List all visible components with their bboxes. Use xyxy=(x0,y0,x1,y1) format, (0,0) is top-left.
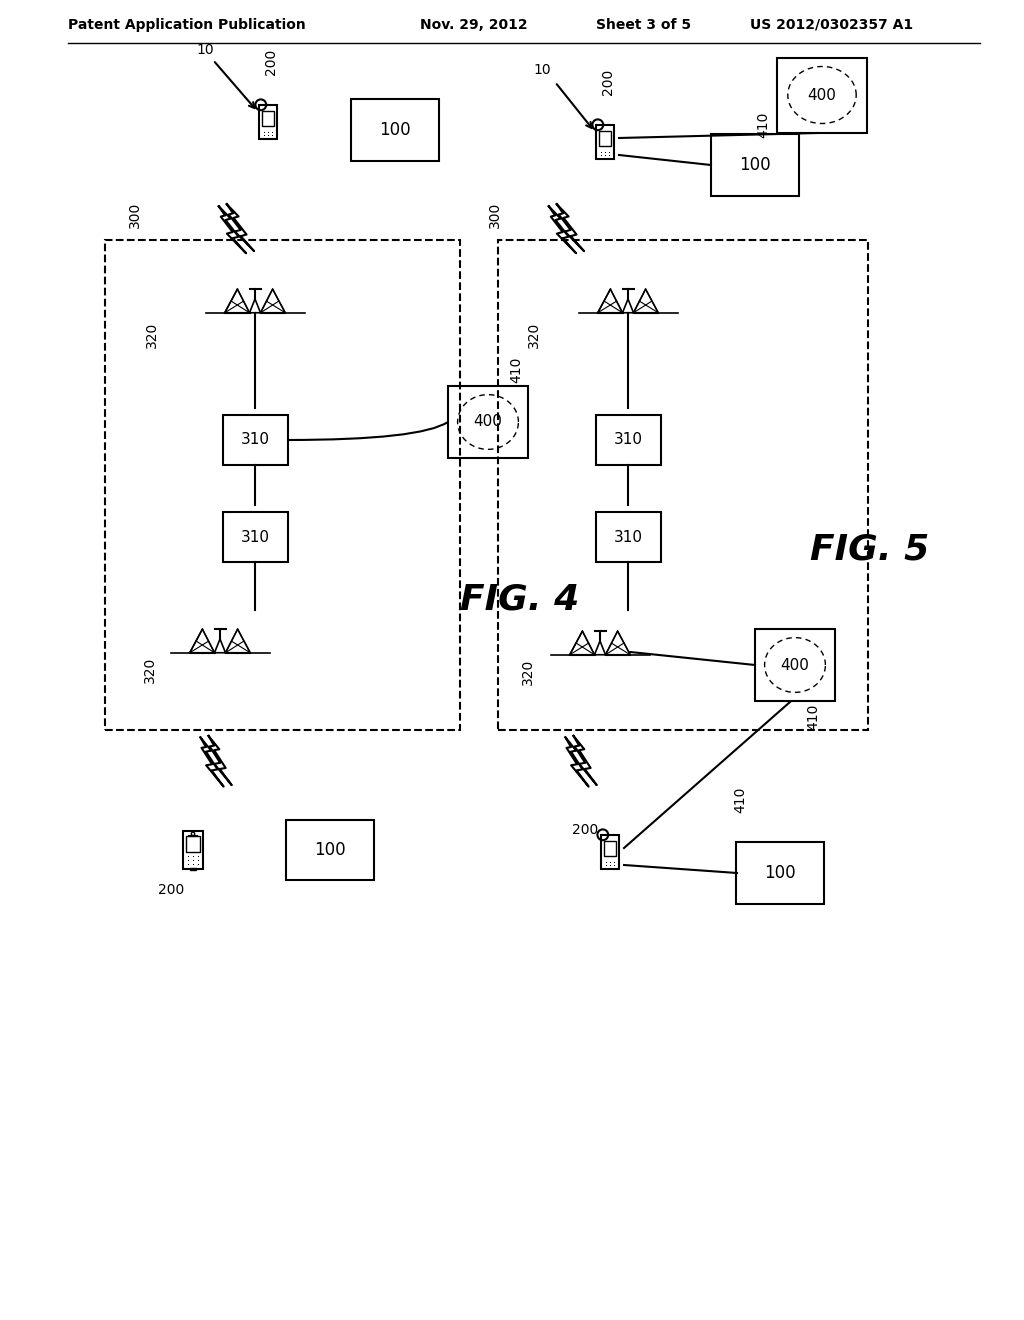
Text: 100: 100 xyxy=(739,156,771,174)
Bar xyxy=(351,99,439,161)
Text: 400: 400 xyxy=(780,657,809,672)
Bar xyxy=(596,512,660,562)
Text: 410: 410 xyxy=(509,356,523,383)
Bar xyxy=(596,414,660,465)
Bar xyxy=(222,512,288,562)
Text: 200: 200 xyxy=(601,69,615,95)
Text: 410: 410 xyxy=(806,704,820,730)
Text: 320: 320 xyxy=(145,322,159,348)
Bar xyxy=(777,58,867,132)
Text: Patent Application Publication: Patent Application Publication xyxy=(68,18,306,32)
Text: 10: 10 xyxy=(196,44,214,57)
Text: 100: 100 xyxy=(314,841,346,859)
Text: Nov. 29, 2012: Nov. 29, 2012 xyxy=(420,18,527,32)
Text: 10: 10 xyxy=(534,63,551,77)
Bar xyxy=(262,111,274,125)
Bar xyxy=(596,125,614,158)
Bar xyxy=(222,414,288,465)
Text: 400: 400 xyxy=(808,87,837,103)
Text: 320: 320 xyxy=(143,657,157,684)
Bar xyxy=(259,104,278,139)
Bar xyxy=(189,867,197,870)
Bar xyxy=(736,842,824,904)
Text: US 2012/0302357 A1: US 2012/0302357 A1 xyxy=(750,18,913,32)
Text: 410: 410 xyxy=(733,787,746,813)
Bar xyxy=(105,240,460,730)
Text: 200: 200 xyxy=(158,883,184,898)
Bar xyxy=(498,240,868,730)
Bar xyxy=(711,135,799,195)
Bar xyxy=(286,820,374,880)
Text: Sheet 3 of 5: Sheet 3 of 5 xyxy=(596,18,691,32)
Bar xyxy=(599,131,611,145)
Text: 310: 310 xyxy=(241,529,269,544)
Text: 300: 300 xyxy=(488,202,502,228)
Text: 200: 200 xyxy=(572,822,598,837)
Text: 200: 200 xyxy=(264,49,278,75)
Bar xyxy=(604,841,616,855)
Bar xyxy=(186,837,200,851)
Text: 410: 410 xyxy=(756,112,770,139)
Text: 310: 310 xyxy=(613,529,642,544)
Bar xyxy=(449,385,528,458)
Bar xyxy=(183,832,203,869)
Text: 320: 320 xyxy=(527,322,541,348)
Text: FIG. 4: FIG. 4 xyxy=(460,583,580,616)
Bar xyxy=(601,834,618,869)
Text: FIG. 5: FIG. 5 xyxy=(810,533,929,568)
Text: 320: 320 xyxy=(521,659,535,685)
Text: 100: 100 xyxy=(764,865,796,882)
Bar xyxy=(755,630,835,701)
Text: 310: 310 xyxy=(241,433,269,447)
Text: 400: 400 xyxy=(473,414,503,429)
Text: 100: 100 xyxy=(379,121,411,139)
Text: 300: 300 xyxy=(128,202,142,228)
Text: 310: 310 xyxy=(613,433,642,447)
